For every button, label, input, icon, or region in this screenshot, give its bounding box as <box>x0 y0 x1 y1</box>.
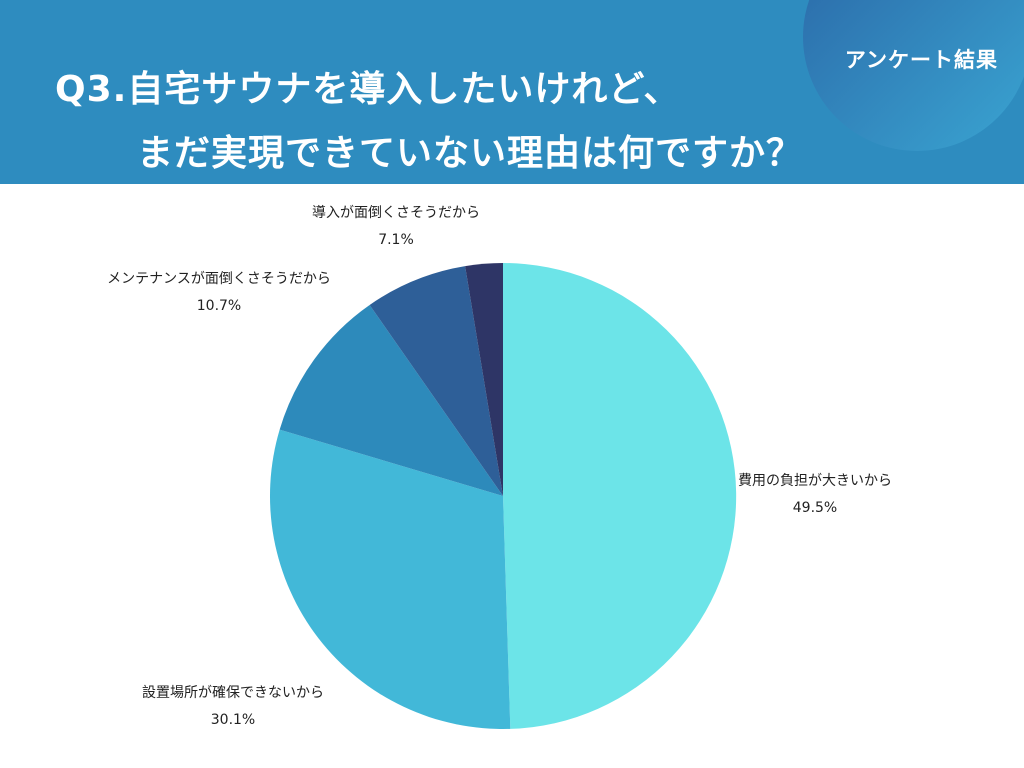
pie-labels: 費用の負担が大きいから 49.5% 設置場所が確保できないから 30.1% メンテナンス… <box>107 205 892 728</box>
pie-slice-1 <box>269 429 511 730</box>
pie-slices <box>269 262 737 730</box>
pie-slice-0 <box>503 262 737 729</box>
slice-label-3: 導入が面倒くさそうだから <box>312 205 480 221</box>
slice-value-label-2: 10.7% <box>197 298 241 314</box>
header-banner: アンケート結果 Q3.自宅サウナを導入したいけれど、 まだ実現できていない理由は… <box>0 0 1024 184</box>
pie-slice-2 <box>279 304 503 496</box>
slice-label-1: 設置場所が確保できないから <box>142 685 324 701</box>
question-title-line-2: まだ実現できていない理由は何ですか？ <box>137 133 804 174</box>
question-title-line-1: Q3.自宅サウナを導入したいけれど、 <box>55 69 681 110</box>
slice-value-label-1: 30.1% <box>211 712 255 728</box>
slice-value-label-3: 7.1% <box>378 232 414 248</box>
survey-results-badge: アンケート結果 <box>844 48 998 72</box>
slice-label-2: メンテナンスが面倒くさそうだから <box>107 271 331 287</box>
slice-value-label-0: 49.5% <box>793 500 837 516</box>
pie-slice-4 <box>465 263 503 496</box>
pie-slice-3 <box>369 266 503 496</box>
slice-label-0: 費用の負担が大きいから <box>738 473 892 489</box>
